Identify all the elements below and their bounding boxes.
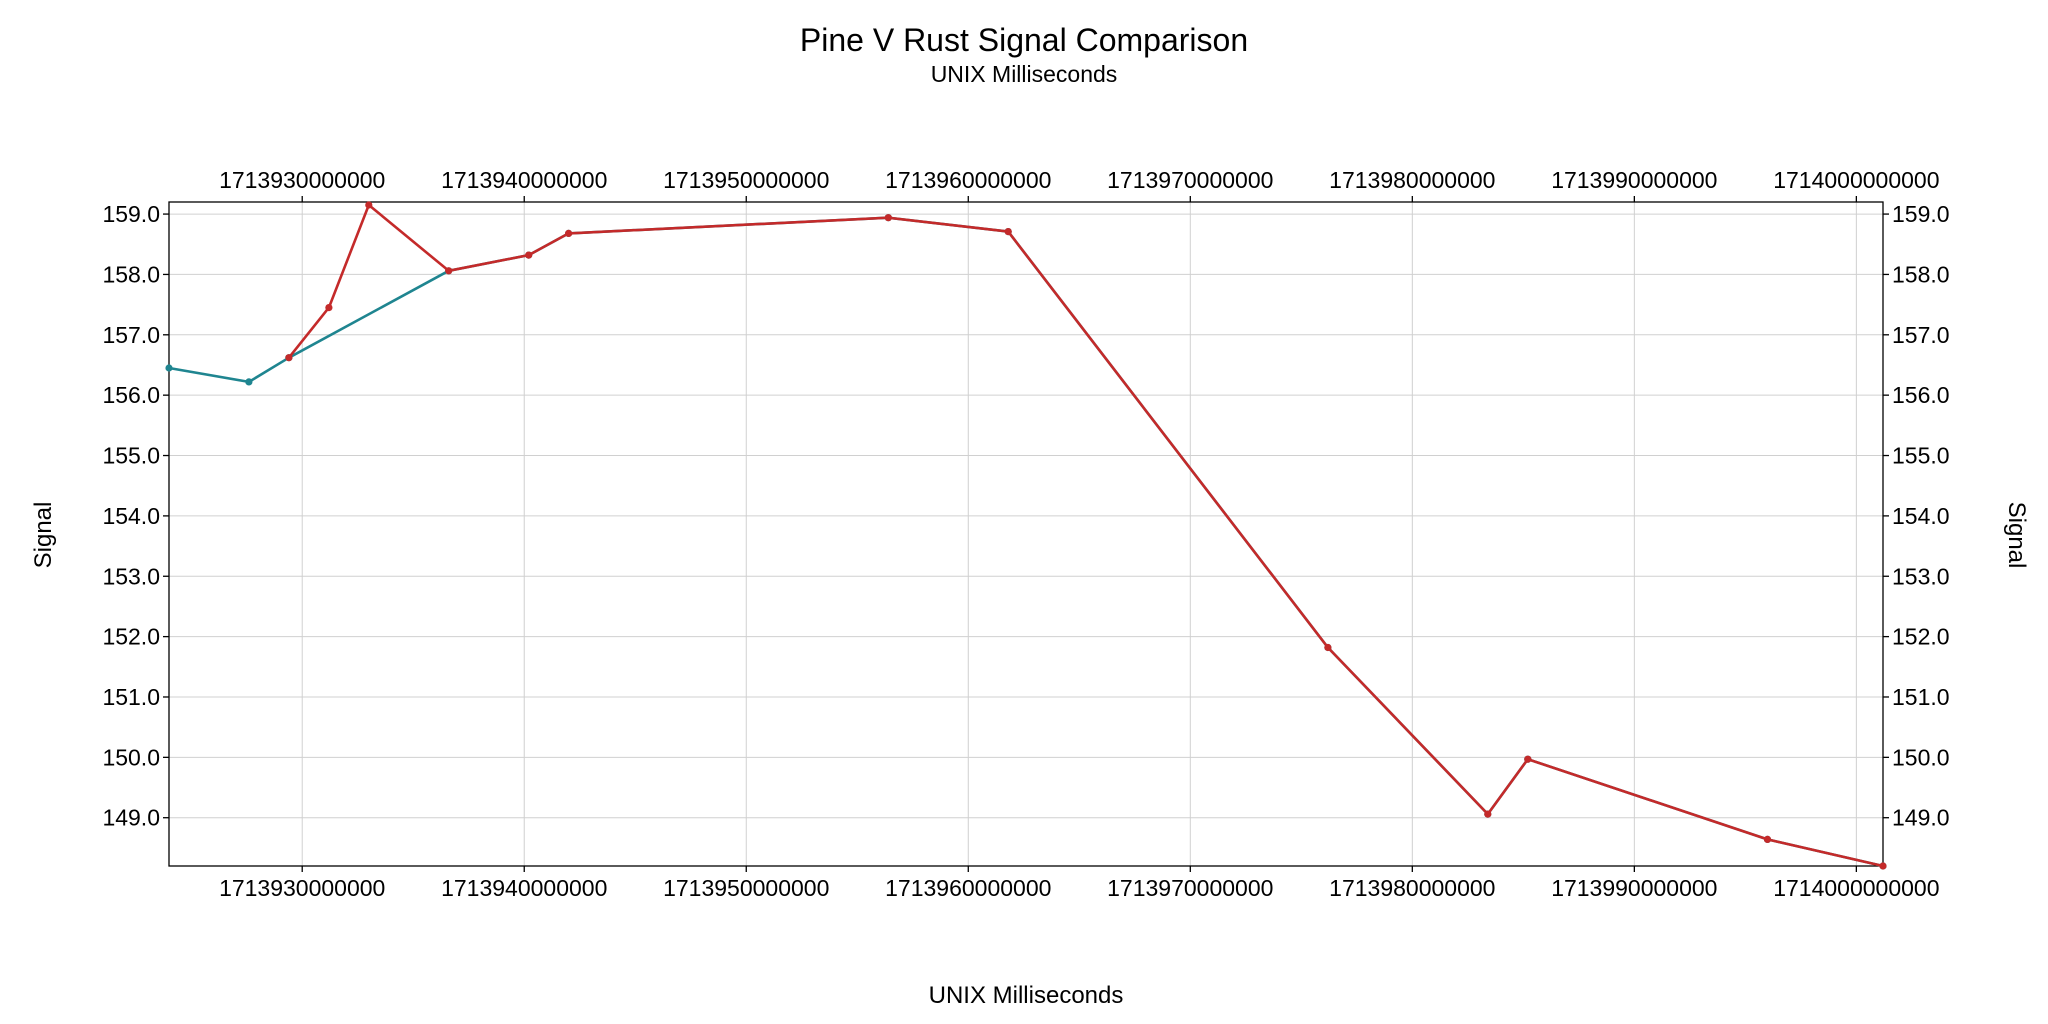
y-tick-label-right: 153.0: [1892, 563, 1950, 589]
x-tick-label-top: 1713990000000: [1551, 167, 1717, 193]
y-tick-label-left: 150.0: [102, 744, 160, 770]
x-tick-label-bottom: 1713930000000: [219, 875, 385, 901]
x-tick-label-top: 1713980000000: [1329, 167, 1495, 193]
series-2-point: [1004, 228, 1012, 236]
x-tick-label-bottom: 1713950000000: [663, 875, 829, 901]
series-2-point: [884, 214, 892, 222]
series-1-line: [167, 216, 1885, 868]
x-tick-label-bottom: 1713960000000: [885, 875, 1051, 901]
chart-title: Pine V Rust Signal Comparison: [800, 22, 1248, 58]
series-2: [285, 201, 1887, 870]
y-tick-label-left: 157.0: [102, 322, 160, 348]
y-tick-label-left: 149.0: [102, 805, 160, 831]
y-tick-label-left: 152.0: [102, 624, 160, 650]
series-2-line: [287, 203, 1885, 868]
series-1-point: [245, 378, 253, 386]
x-tick-label-top: 1713960000000: [885, 167, 1051, 193]
x-tick-label-top: 1713940000000: [441, 167, 607, 193]
series-2-point: [1879, 862, 1887, 870]
y-tick-label-right: 149.0: [1892, 805, 1950, 831]
x-tick-label-top: 1713950000000: [663, 167, 829, 193]
y-tick-label-left: 154.0: [102, 503, 160, 529]
x-tick-label-top: 1714000000000: [1773, 167, 1939, 193]
y-tick-label-right: 156.0: [1892, 382, 1950, 408]
series-2-point: [1524, 755, 1532, 763]
axis-ticks: 1713930000000 1713930000000 1713940000000 1…: [102, 167, 1949, 901]
series-1-point: [165, 364, 173, 372]
series-2-point: [1484, 810, 1492, 818]
y-axis-label-right: Signal: [2003, 502, 2030, 569]
y-tick-label-left: 159.0: [102, 201, 160, 227]
x-tick-label-top: 1713930000000: [219, 167, 385, 193]
series-2-point: [285, 354, 293, 362]
chart-subtitle: UNIX Milliseconds: [931, 61, 1118, 87]
y-tick-label-left: 153.0: [102, 563, 160, 589]
series-2-point: [1324, 643, 1332, 652]
series-1: [165, 214, 1887, 870]
y-tick-label-right: 157.0: [1892, 322, 1950, 348]
x-tick-label-bottom: 1713980000000: [1329, 875, 1495, 901]
grid: [169, 202, 1883, 866]
y-tick-label-left: 151.0: [102, 684, 160, 710]
y-tick-label-right: 152.0: [1892, 624, 1950, 650]
y-tick-label-right: 150.0: [1892, 744, 1950, 770]
y-axis-label-left: Signal: [30, 502, 57, 569]
x-tick-label-bottom: 1713940000000: [441, 875, 607, 901]
series-2-point: [565, 229, 573, 237]
y-tick-label-right: 154.0: [1892, 503, 1950, 529]
series-2-point: [1763, 835, 1772, 844]
y-tick-label-right: 158.0: [1892, 261, 1950, 287]
series-layer: [165, 201, 1887, 870]
x-tick-label-bottom: 1714000000000: [1773, 875, 1939, 901]
x-axis-label: UNIX Milliseconds: [929, 982, 1124, 1009]
y-tick-label-left: 158.0: [102, 261, 160, 287]
y-tick-label-right: 151.0: [1892, 684, 1950, 710]
series-2-point: [365, 201, 373, 209]
x-tick-label-bottom: 1713990000000: [1551, 875, 1717, 901]
x-tick-label-bottom: 1713970000000: [1107, 875, 1273, 901]
y-tick-label-right: 159.0: [1892, 201, 1950, 227]
plot-frame: [168, 201, 1884, 867]
series-2-point: [525, 251, 533, 259]
y-tick-label-left: 156.0: [102, 382, 160, 408]
y-tick-label-right: 155.0: [1892, 443, 1950, 469]
series-2-point: [445, 267, 453, 275]
x-tick-label-top: 1713970000000: [1107, 167, 1273, 193]
y-tick-label-left: 155.0: [102, 443, 160, 469]
series-2-point: [325, 304, 333, 312]
